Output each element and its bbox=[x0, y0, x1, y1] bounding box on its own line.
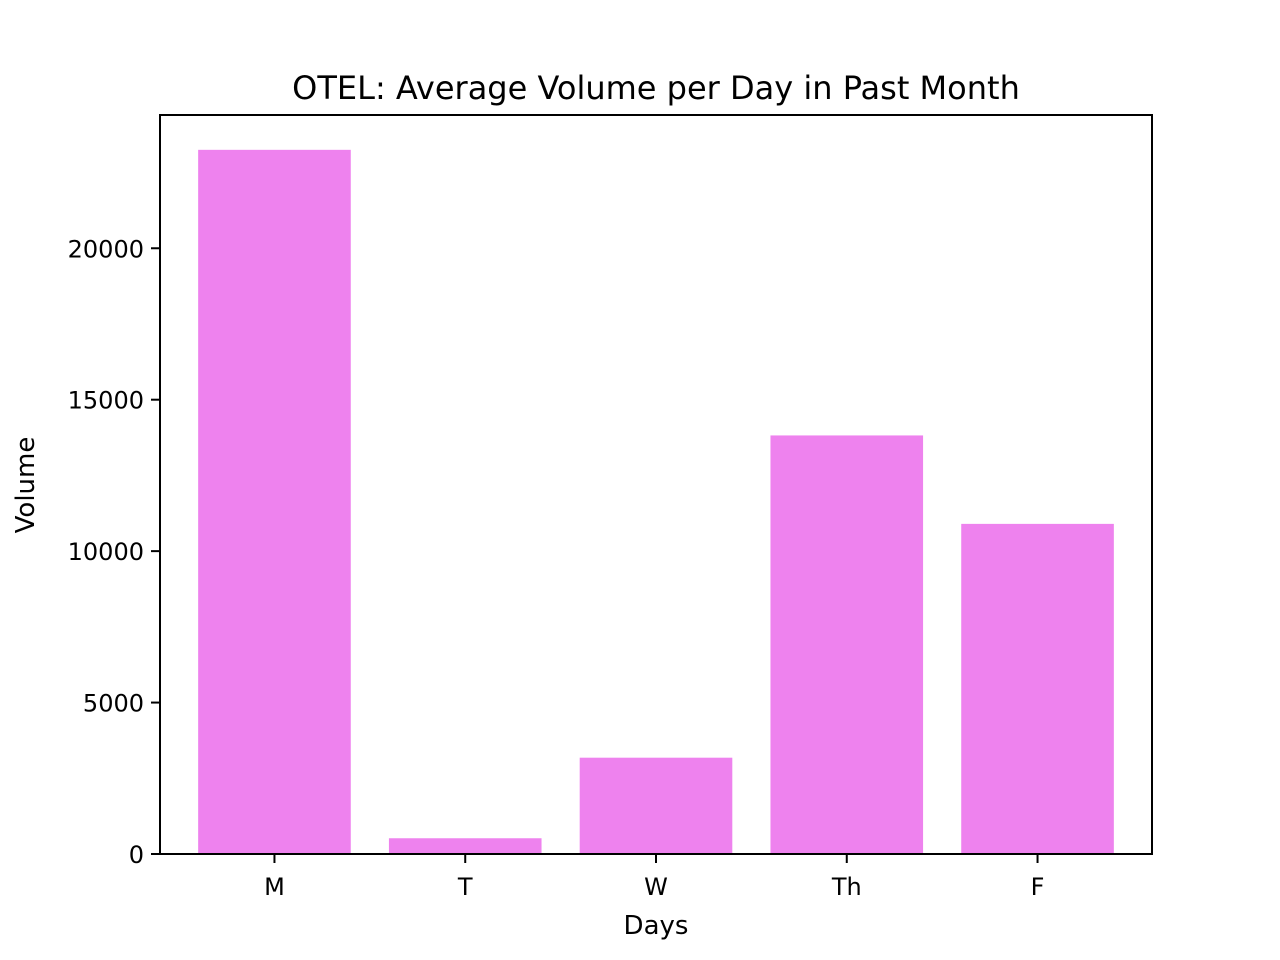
y-tick-label: 5000 bbox=[83, 690, 144, 718]
bar-m bbox=[198, 149, 351, 854]
bar-w bbox=[579, 757, 733, 854]
y-axis-label: Volume bbox=[11, 437, 41, 534]
x-tick-label: F bbox=[1031, 873, 1045, 901]
y-tick-label: 10000 bbox=[68, 538, 144, 566]
chart-title: OTEL: Average Volume per Day in Past Mon… bbox=[292, 69, 1020, 107]
x-tick-label: W bbox=[644, 873, 668, 901]
y-tick-label: 0 bbox=[129, 841, 144, 869]
x-tick-label: Th bbox=[831, 873, 862, 901]
bar-t bbox=[388, 838, 542, 854]
plot-frame bbox=[159, 114, 1153, 855]
y-tick-label: 15000 bbox=[68, 387, 144, 415]
y-axis-ticks: 0 5000 10000 15000 20000 bbox=[68, 235, 160, 869]
bar-th bbox=[770, 435, 924, 854]
x-tick-label: M bbox=[264, 873, 285, 901]
x-axis-label: Days bbox=[624, 911, 689, 941]
y-tick-label: 20000 bbox=[68, 235, 144, 263]
bar-f bbox=[961, 523, 1114, 854]
x-tick-label: T bbox=[457, 873, 473, 901]
x-axis-ticks: M T W Th F bbox=[264, 854, 1044, 901]
bars-layer bbox=[198, 149, 1114, 854]
